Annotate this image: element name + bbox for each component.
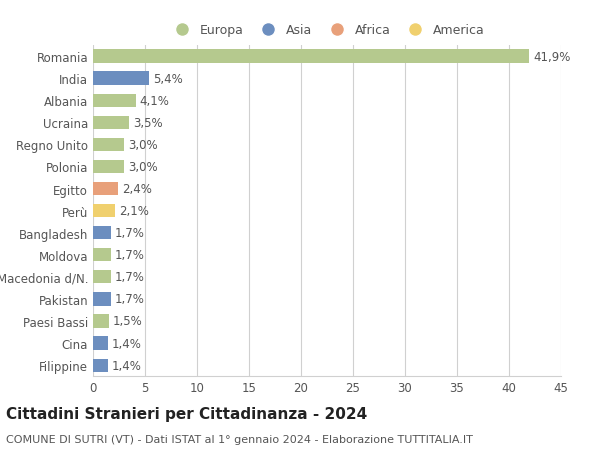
Bar xyxy=(93,227,110,240)
Text: 3,0%: 3,0% xyxy=(128,161,158,174)
Text: 3,0%: 3,0% xyxy=(128,139,158,151)
Text: 3,5%: 3,5% xyxy=(134,117,163,129)
Bar xyxy=(93,271,110,284)
Bar xyxy=(93,161,124,174)
Bar xyxy=(93,337,107,350)
Text: 1,4%: 1,4% xyxy=(112,359,142,372)
Text: COMUNE DI SUTRI (VT) - Dati ISTAT al 1° gennaio 2024 - Elaborazione TUTTITALIA.I: COMUNE DI SUTRI (VT) - Dati ISTAT al 1° … xyxy=(6,434,473,444)
Text: 5,4%: 5,4% xyxy=(154,73,183,85)
Text: 1,7%: 1,7% xyxy=(115,293,145,306)
Text: 1,7%: 1,7% xyxy=(115,249,145,262)
Bar xyxy=(93,315,109,328)
Bar xyxy=(93,249,110,262)
Bar xyxy=(93,205,115,218)
Legend: Europa, Asia, Africa, America: Europa, Asia, Africa, America xyxy=(169,24,485,37)
Bar xyxy=(93,117,130,129)
Text: 2,1%: 2,1% xyxy=(119,205,149,218)
Text: Cittadini Stranieri per Cittadinanza - 2024: Cittadini Stranieri per Cittadinanza - 2… xyxy=(6,406,367,421)
Bar xyxy=(93,293,110,306)
Text: 1,7%: 1,7% xyxy=(115,271,145,284)
Text: 4,1%: 4,1% xyxy=(140,95,170,107)
Bar xyxy=(93,359,107,372)
Bar xyxy=(93,183,118,196)
Bar xyxy=(93,139,124,151)
Text: 41,9%: 41,9% xyxy=(533,50,570,63)
Bar xyxy=(93,50,529,63)
Text: 1,5%: 1,5% xyxy=(113,315,143,328)
Bar xyxy=(93,95,136,107)
Text: 1,7%: 1,7% xyxy=(115,227,145,240)
Bar xyxy=(93,73,149,85)
Text: 2,4%: 2,4% xyxy=(122,183,152,196)
Text: 1,4%: 1,4% xyxy=(112,337,142,350)
